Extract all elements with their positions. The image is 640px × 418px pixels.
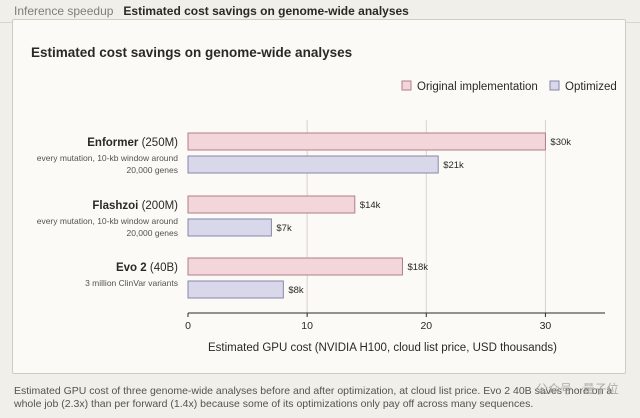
bar-2-0 [187, 257, 403, 276]
watermark: 公众号 · 量子位 [536, 382, 619, 396]
bar-1-0 [187, 195, 356, 214]
tab-bar: Inference speedup Estimated cost savings… [14, 0, 409, 22]
chart-title: Estimated cost savings on genome-wide an… [31, 45, 352, 60]
chart-card: Estimated cost savings on genome-wide an… [12, 19, 626, 374]
legend-swatch-0 [401, 80, 412, 91]
category-size: (40B) [147, 262, 178, 274]
x-tick-label-1: 10 [301, 320, 313, 332]
category-name: Evo 2 [116, 262, 147, 274]
category-desc-1-1: 20,000 genes [126, 228, 178, 238]
bar-label-2-0: $18k [407, 262, 428, 273]
cost-savings-chart: Estimated cost savings on genome-wide an… [31, 45, 617, 354]
x-tick-label-3: 30 [540, 320, 552, 332]
category-desc-2-0: 3 million ClinVar variants [85, 278, 178, 288]
x-tick-label-0: 0 [185, 320, 191, 332]
category-label-0: Enformer (250M) [87, 137, 178, 149]
bar-0-1 [187, 155, 439, 174]
bar-label-1-0: $14k [360, 200, 381, 211]
bar-2-1 [187, 280, 284, 299]
category-size: (200M) [138, 200, 178, 212]
category-name: Flashzoi [92, 200, 138, 212]
bar-label-2-1: $8k [288, 285, 304, 296]
category-desc-0-0: every mutation, 10-kb window around [37, 153, 179, 163]
bar-label-0-1: $21k [443, 160, 464, 171]
figure-caption: Estimated GPU cost of three genome-wide … [14, 385, 613, 410]
bar-0-0 [187, 132, 546, 151]
category-desc-0-1: 20,000 genes [126, 165, 178, 175]
x-axis-label: Estimated GPU cost (NVIDIA H100, cloud l… [208, 342, 557, 354]
x-tick-label-2: 20 [420, 320, 432, 332]
legend-label-0: Original implementation [417, 81, 538, 93]
bar-label-1-1: $7k [276, 223, 292, 234]
category-label-1: Flashzoi (200M) [92, 200, 178, 212]
bar-1-1 [187, 218, 272, 237]
legend-swatch-1 [549, 80, 560, 91]
tab-cost-savings[interactable]: Estimated cost savings on genome-wide an… [123, 4, 409, 18]
category-size: (250M) [138, 137, 178, 149]
category-label-2: Evo 2 (40B) [116, 262, 178, 274]
bar-label-0-0: $30k [550, 137, 571, 148]
tab-inference-speedup[interactable]: Inference speedup [14, 4, 114, 18]
legend-label-1: Optimized [565, 81, 617, 93]
category-desc-1-0: every mutation, 10-kb window around [37, 216, 179, 226]
category-name: Enformer [87, 137, 139, 149]
